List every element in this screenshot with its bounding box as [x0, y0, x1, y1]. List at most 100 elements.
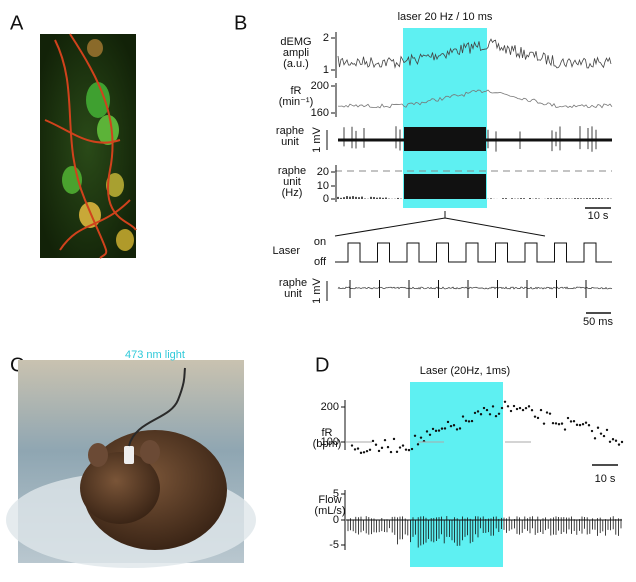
fr-point	[521, 408, 525, 412]
fr-point	[530, 408, 534, 412]
panel-label: B	[234, 12, 247, 34]
mouse-ear	[88, 443, 108, 467]
fr-point	[554, 422, 558, 425]
fr-point	[458, 427, 462, 430]
fr-point	[404, 448, 408, 451]
rate-trace	[337, 89, 613, 109]
fr-point	[614, 439, 618, 442]
tick-label: 160	[311, 107, 329, 119]
row-label: (bpm)	[313, 438, 342, 450]
row-label: unit	[283, 176, 301, 188]
fr-point	[383, 438, 387, 442]
scale-label: 1 mV	[311, 127, 323, 153]
row-label: Laser	[272, 245, 300, 257]
fr-point	[584, 421, 588, 424]
fr-point	[443, 427, 447, 430]
fr-point	[596, 426, 600, 429]
fr-point	[536, 416, 540, 420]
fr-point	[374, 443, 378, 446]
fr-point	[410, 447, 414, 451]
fr-point	[392, 437, 396, 441]
fr-point	[479, 413, 483, 416]
panel-d: D Laser (20Hz, 1ms) 10 s fR(bpm) Flow(mL/…	[313, 354, 624, 567]
fr-point	[440, 427, 444, 430]
fr-point	[539, 408, 543, 412]
unit-zoom-trace	[337, 286, 613, 290]
fr-point	[572, 419, 576, 423]
fr-point	[407, 448, 411, 452]
panel-title: laser 20 Hz / 10 ms	[398, 11, 493, 23]
unit-burst	[404, 127, 486, 151]
fr-point	[566, 416, 570, 420]
row-label: (Hz)	[282, 187, 303, 199]
panel-c: C 473 nm light	[6, 349, 256, 568]
fr-point	[503, 400, 507, 403]
fr-point	[497, 412, 501, 416]
scale-label: 10 s	[588, 210, 609, 222]
row-label: (a.u.)	[283, 58, 309, 70]
fiber	[128, 367, 186, 447]
row-label: ampli	[283, 47, 309, 59]
panel-label: A	[10, 12, 24, 34]
fr-point	[416, 443, 420, 446]
fr-point	[515, 407, 519, 411]
laser-pulses	[335, 242, 612, 263]
fr-point	[386, 445, 390, 449]
zoom-lines	[334, 211, 546, 237]
fr-point	[542, 422, 546, 425]
fr-point	[359, 451, 363, 455]
fr-point	[455, 428, 459, 431]
fr-point	[491, 405, 495, 408]
fr-point	[611, 438, 615, 441]
fr-point	[587, 424, 591, 427]
fr-point	[446, 420, 450, 424]
fr-point	[431, 427, 435, 431]
fr-point	[527, 405, 531, 408]
fr-point	[461, 415, 465, 418]
implant	[124, 446, 134, 464]
fr-point	[524, 406, 528, 410]
level-label: on	[314, 236, 326, 248]
fr-point	[578, 423, 582, 427]
fr-point	[506, 405, 510, 408]
fr-point	[419, 436, 423, 439]
tick-label: 20	[317, 166, 329, 178]
fr-point	[380, 446, 384, 450]
row-label: Flow	[318, 494, 341, 506]
row-label: unit	[281, 136, 299, 148]
mouse-ear	[140, 440, 160, 464]
row-label: (mL/s)	[314, 505, 345, 517]
fr-point	[545, 411, 549, 414]
fr-point	[362, 451, 366, 454]
fr-point	[377, 449, 381, 453]
fr-point	[551, 421, 555, 425]
fr-point	[473, 411, 477, 415]
row-label: raphe	[279, 277, 307, 289]
fr-point	[476, 410, 480, 413]
tick-label: 200	[321, 401, 339, 413]
fr-point	[581, 423, 585, 426]
fr-point	[413, 434, 417, 437]
fr-point	[599, 432, 603, 435]
fr-point	[401, 444, 405, 447]
row-label: (min⁻¹)	[279, 96, 314, 108]
row-label: fR	[291, 85, 302, 97]
fr-point	[449, 424, 453, 428]
tick-label: 200	[311, 80, 329, 92]
tick-label: 10	[317, 180, 329, 192]
fr-point	[368, 448, 372, 451]
fr-point	[533, 415, 537, 418]
fr-point	[437, 429, 441, 432]
level-label: off	[314, 256, 327, 268]
fr-point	[590, 429, 594, 433]
fr-point	[452, 424, 456, 427]
mouse-head	[80, 452, 160, 524]
row-label: dEMG	[280, 36, 311, 48]
fr-point	[353, 448, 357, 451]
fr-point	[425, 430, 429, 433]
fr-point	[365, 449, 369, 453]
fr-point	[350, 444, 354, 447]
fr-point	[509, 409, 513, 413]
fr-point	[500, 406, 504, 410]
